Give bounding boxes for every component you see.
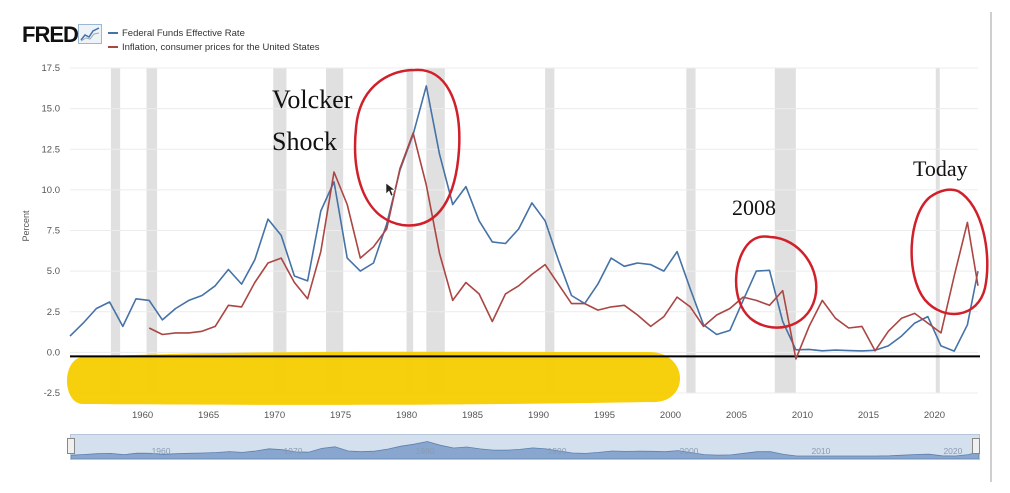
y-tick-label: 10.0 xyxy=(42,185,61,196)
x-tick-label: 1970 xyxy=(264,410,285,421)
x-tick-label: 1975 xyxy=(330,410,351,421)
gridlines-group xyxy=(70,67,978,394)
x-tick-labels: 1960 1965 1970 1975 1980 1985 1990 1995 2000 2005… xyxy=(132,410,945,421)
fred-logo[interactable]: FRED xyxy=(22,22,79,47)
legend-label-inflation: Inflation, consumer prices for the Unite… xyxy=(122,42,320,53)
x-tick-label: 2000 xyxy=(660,410,681,421)
y-axis-label: Percent xyxy=(21,210,31,242)
x-tick-label: 2020 xyxy=(924,410,945,421)
y-tick-label: 17.5 xyxy=(42,63,61,74)
x-tick-label: 1985 xyxy=(462,410,483,421)
today-circle-marker xyxy=(910,188,989,316)
x-tick-label: 1965 xyxy=(198,410,219,421)
y-tick-label: 2.5 xyxy=(47,307,60,318)
navigator-tick-label: 2000 xyxy=(679,446,698,456)
x-tick-label: 1960 xyxy=(132,410,153,421)
range-navigator[interactable]: 1960 1970 1980 1990 2000 2010 2020 xyxy=(70,434,980,460)
annotation-volcker-line2: Shock xyxy=(272,127,337,156)
navigator-tick-label: 2010 xyxy=(811,446,830,456)
y-tick-label: 12.5 xyxy=(42,144,61,155)
legend-item-inflation[interactable]: Inflation, consumer prices for the Unite… xyxy=(108,42,320,53)
yellow-highlighter-stroke xyxy=(67,351,680,405)
navigator-left-handle[interactable] xyxy=(67,438,75,454)
legend-swatch-fed-funds xyxy=(108,32,118,35)
y-tick-label: 15.0 xyxy=(42,104,61,115)
x-tick-label: 1980 xyxy=(396,410,417,421)
x-tick-label: 2005 xyxy=(726,410,747,421)
annotation-volcker-line1: Volcker xyxy=(272,85,353,114)
fred-chart-icon xyxy=(78,24,102,44)
x-tick-label: 1995 xyxy=(594,410,615,421)
navigator-tick-label: 1990 xyxy=(548,446,567,456)
y-tick-label: -2.5 xyxy=(44,388,60,399)
navigator-tick-label: 1960 xyxy=(152,446,171,456)
annotation-2008: 2008 xyxy=(732,195,776,220)
navigator-tick-label: 1980 xyxy=(416,446,435,456)
navigator-sparkline: 1960 1970 1980 1990 2000 2010 2020 xyxy=(70,441,980,460)
legend-item-fed-funds[interactable]: Federal Funds Effective Rate xyxy=(108,28,245,39)
series-group xyxy=(69,85,979,360)
y-tick-label: 5.0 xyxy=(47,266,60,277)
y-tick-labels: 17.5 15.0 12.5 10.0 7.5 5.0 2.5 0.0 -2.5 xyxy=(42,63,61,399)
mouse-cursor-icon xyxy=(385,182,396,197)
x-tick-label: 1990 xyxy=(528,410,549,421)
navigator-right-handle[interactable] xyxy=(972,438,980,454)
highlighter-group xyxy=(67,351,680,405)
navigator-tick-label: 2020 xyxy=(943,446,962,456)
y-tick-label: 7.5 xyxy=(47,226,60,237)
navigator-area xyxy=(70,441,980,460)
panel-right-border xyxy=(990,12,992,482)
legend-swatch-inflation xyxy=(108,46,118,49)
x-tick-label: 2015 xyxy=(858,410,879,421)
fed-funds-line[interactable] xyxy=(69,85,979,352)
annotation-today: Today xyxy=(913,156,968,181)
circle-2008-marker xyxy=(734,235,818,329)
inflation-line[interactable] xyxy=(148,132,979,360)
legend-label-fed-funds: Federal Funds Effective Rate xyxy=(122,28,245,39)
y-tick-label: 0.0 xyxy=(47,347,60,358)
x-tick-label: 2010 xyxy=(792,410,813,421)
navigator-tick-label: 1970 xyxy=(284,446,303,456)
marker-circles-group xyxy=(353,68,989,329)
volcker-circle-marker xyxy=(353,68,461,227)
